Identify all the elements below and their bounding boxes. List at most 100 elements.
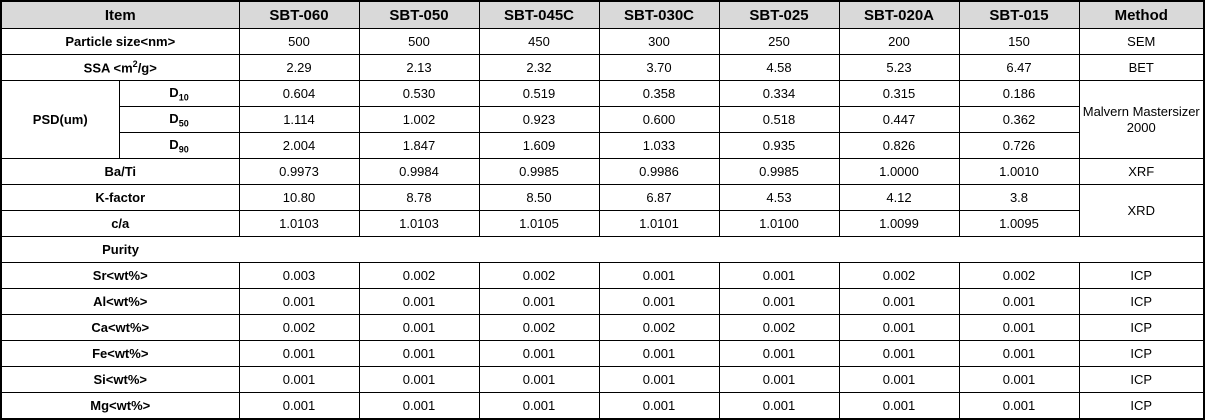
value-cell: 0.600 — [598, 106, 720, 133]
value-cell: 0.001 — [598, 340, 720, 367]
row-label-al: Al<wt%> — [0, 288, 240, 315]
value-cell: 0.9986 — [598, 158, 720, 185]
value-cell: 0.001 — [238, 366, 360, 393]
value-cell: 0.001 — [358, 288, 480, 315]
row-psd-d50: D50 1.114 1.002 0.923 0.600 0.518 0.447 … — [1, 106, 1204, 133]
value-cell: 0.358 — [598, 80, 720, 107]
value-cell: 0.001 — [838, 314, 960, 341]
value-cell: 0.002 — [238, 314, 360, 341]
value-cell: 0.001 — [958, 288, 1080, 315]
row-sr: Sr<wt%> 0.003 0.002 0.002 0.001 0.001 0.… — [0, 262, 1205, 289]
value-cell: 6.47 — [958, 54, 1080, 81]
value-cell: 0.726 — [958, 132, 1080, 159]
row-label-si: Si<wt%> — [0, 366, 240, 393]
row-label-ca: Ca<wt%> — [0, 314, 240, 341]
value-cell: 0.001 — [238, 392, 360, 420]
header-col-sbt-015: SBT-015 — [958, 0, 1080, 29]
value-cell: 0.001 — [598, 288, 720, 315]
method-cell-malvern: Malvern Mastersizer 2000 — [1078, 80, 1205, 159]
header-col-sbt-050: SBT-050 — [358, 0, 480, 29]
value-cell: 0.001 — [478, 288, 600, 315]
value-cell: 0.002 — [838, 262, 960, 289]
value-cell: 0.001 — [478, 340, 600, 367]
value-cell: 200 — [838, 28, 960, 55]
value-cell: 1.0105 — [478, 210, 600, 237]
value-cell: 1.0103 — [358, 210, 480, 237]
value-cell: 500 — [358, 28, 480, 55]
d90-label-base: D — [169, 136, 179, 152]
value-cell: 0.530 — [358, 80, 480, 107]
value-cell: 0.447 — [838, 106, 960, 133]
row-label-d10: D10 — [118, 80, 240, 107]
value-cell: 0.002 — [718, 314, 840, 341]
value-cell: 8.50 — [478, 184, 600, 211]
value-cell: 0.315 — [838, 80, 960, 107]
d50-label-base: D — [169, 110, 179, 126]
header-col-sbt-020a: SBT-020A — [838, 0, 960, 29]
value-cell: 1.609 — [478, 132, 600, 159]
value-cell: 1.0103 — [238, 210, 360, 237]
value-cell: 0.002 — [958, 262, 1080, 289]
header-col-sbt-025: SBT-025 — [718, 0, 840, 29]
header-col-sbt-045c: SBT-045C — [478, 0, 600, 29]
value-cell: 0.604 — [238, 80, 360, 107]
value-cell: 2.32 — [478, 54, 600, 81]
row-label-particle-size: Particle size<nm> — [0, 28, 240, 55]
value-cell: 0.826 — [838, 132, 960, 159]
value-cell: 0.001 — [838, 392, 960, 420]
value-cell: 3.70 — [598, 54, 720, 81]
row-fe: Fe<wt%> 0.001 0.001 0.001 0.001 0.001 0.… — [0, 340, 1205, 367]
value-cell: 4.58 — [718, 54, 840, 81]
value-cell: 0.001 — [478, 366, 600, 393]
value-cell: 0.001 — [238, 340, 360, 367]
row-ca: Ca<wt%> 0.002 0.001 0.002 0.002 0.002 0.… — [0, 314, 1205, 341]
value-cell: 0.003 — [238, 262, 360, 289]
row-c-a: c/a 1.0103 1.0103 1.0105 1.0101 1.0100 1… — [0, 210, 1204, 237]
row-purity: Purity — [0, 236, 1205, 263]
row-label-ba-ti: Ba/Ti — [0, 158, 240, 185]
row-label-fe: Fe<wt%> — [0, 340, 240, 367]
row-psd-d90: D90 2.004 1.847 1.609 1.033 0.935 0.826 … — [1, 132, 1204, 159]
row-si: Si<wt%> 0.001 0.001 0.001 0.001 0.001 0.… — [0, 366, 1205, 393]
row-label-c-a: c/a — [0, 210, 240, 237]
header-item: Item — [0, 0, 240, 29]
value-cell: 2.004 — [238, 132, 360, 159]
d10-label-sub: 10 — [178, 92, 189, 103]
value-cell: 1.002 — [358, 106, 480, 133]
method-cell-icp: ICP — [1078, 340, 1205, 367]
row-al: Al<wt%> 0.001 0.001 0.001 0.001 0.001 0.… — [0, 288, 1205, 315]
value-cell: 0.9985 — [478, 158, 600, 185]
row-particle-size: Particle size<nm> 500 500 450 300 250 20… — [0, 28, 1205, 55]
row-label-k-factor: K-factor — [0, 184, 240, 211]
row-label-psd: PSD(um) — [0, 80, 120, 159]
value-cell: 0.001 — [958, 392, 1080, 420]
value-cell: 1.114 — [238, 106, 360, 133]
value-cell: 0.002 — [478, 314, 600, 341]
value-cell: 0.001 — [478, 392, 600, 420]
method-cell-icp: ICP — [1078, 392, 1205, 420]
value-cell: 0.362 — [958, 106, 1080, 133]
value-cell: 1.0000 — [838, 158, 960, 185]
value-cell: 1.033 — [598, 132, 720, 159]
d50-label-sub: 50 — [178, 118, 189, 129]
value-cell: 0.519 — [478, 80, 600, 107]
row-label-ssa: SSA <m2/g> — [0, 54, 240, 81]
value-cell: 0.001 — [718, 366, 840, 393]
row-k-factor: K-factor 10.80 8.78 8.50 6.87 4.53 4.12 … — [0, 184, 1205, 237]
purity-filler-cell — [239, 236, 1205, 263]
value-cell: 10.80 — [238, 184, 360, 211]
row-mg: Mg<wt%> 0.001 0.001 0.001 0.001 0.001 0.… — [0, 392, 1205, 420]
method-cell-sem: SEM — [1078, 28, 1205, 55]
value-cell: 0.001 — [718, 392, 840, 420]
value-cell: 0.9985 — [718, 158, 840, 185]
row-ba-ti: Ba/Ti 0.9973 0.9984 0.9985 0.9986 0.9985… — [0, 158, 1205, 185]
value-cell: 500 — [238, 28, 360, 55]
value-cell: 0.001 — [958, 340, 1080, 367]
value-cell: 0.001 — [838, 340, 960, 367]
row-label-mg: Mg<wt%> — [0, 392, 240, 420]
value-cell: 4.12 — [838, 184, 960, 211]
value-cell: 0.001 — [838, 366, 960, 393]
value-cell: 0.001 — [598, 262, 720, 289]
value-cell: 2.29 — [238, 54, 360, 81]
